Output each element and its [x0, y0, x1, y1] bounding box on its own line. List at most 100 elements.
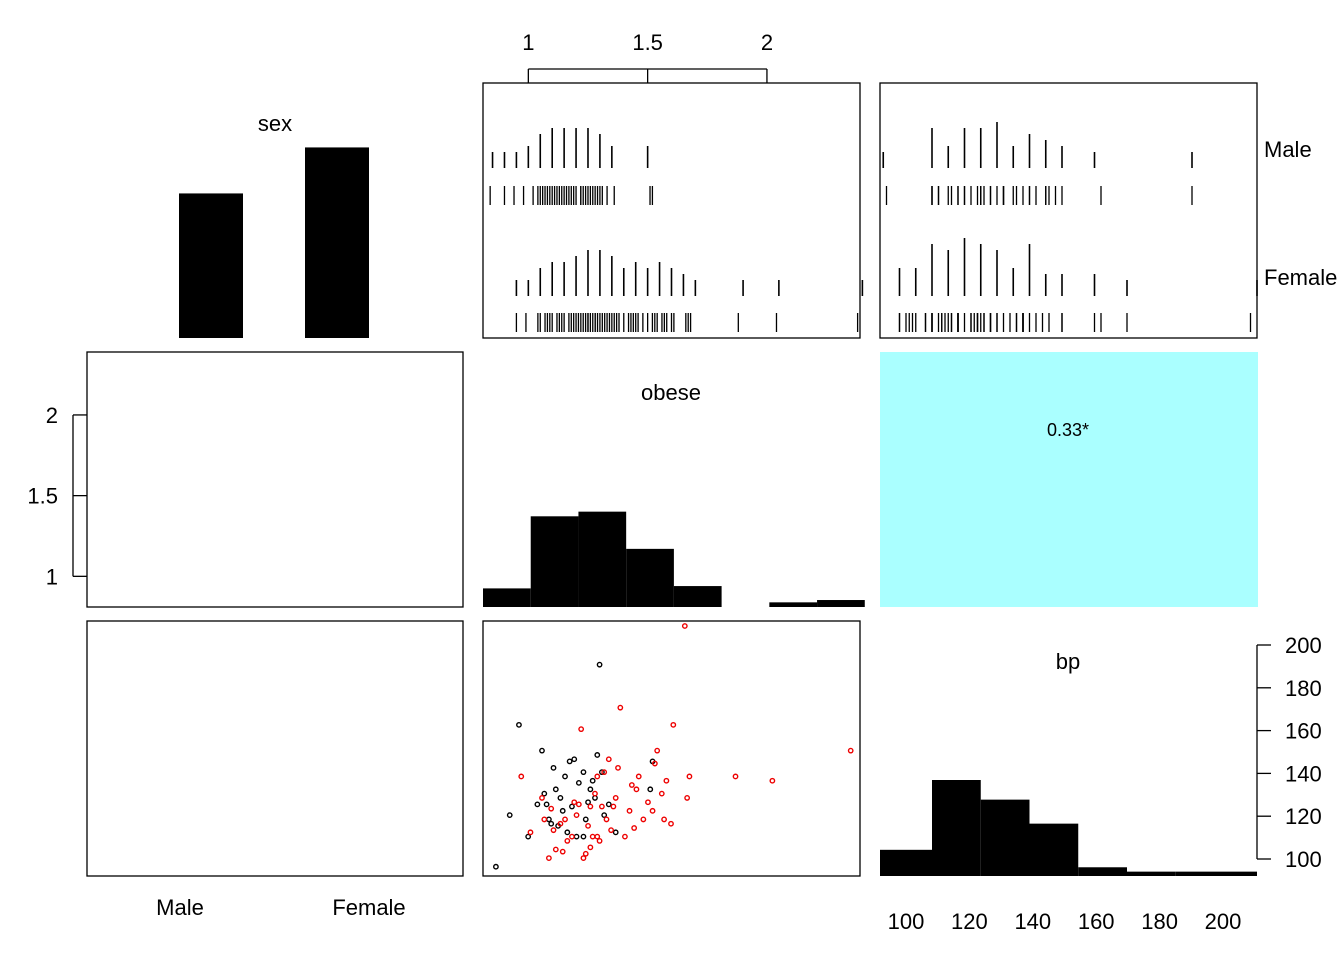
bp-histogram [880, 780, 1257, 876]
scatter-point-female [557, 820, 564, 827]
scatter-point-male [598, 769, 605, 776]
scatter-point-male [506, 812, 513, 819]
scatter-point-male [566, 758, 573, 765]
bp-hist-bar [980, 799, 1030, 876]
tick-label: 120 [951, 909, 988, 934]
scatter-point-female [594, 773, 601, 780]
diag-label-sex: sex [258, 111, 292, 136]
bp-hist-bar [1078, 867, 1127, 876]
scatter-point-female [573, 812, 580, 819]
scatter-point-male [594, 752, 601, 758]
scatter-point-male [571, 756, 578, 763]
scatter-point-male [605, 801, 612, 808]
scatter-point-male [580, 833, 587, 840]
scatter-point-female [548, 805, 555, 812]
scatter-point-female [605, 756, 612, 763]
diag-label-bp: bp [1056, 649, 1080, 674]
scatter-point-male [516, 721, 522, 728]
bp-hist-bar [932, 780, 981, 876]
scatter-point-male [534, 801, 541, 808]
diag-label-obese: obese [641, 380, 701, 405]
obese-hist-bar [626, 548, 674, 607]
scatter-point-male [589, 777, 596, 784]
tick-label: 160 [1285, 719, 1322, 744]
scatter-point-female [651, 760, 658, 767]
scatter-point-female [518, 773, 525, 780]
scatter-point-female [601, 769, 608, 776]
scatter-point-female [587, 844, 594, 851]
panel-frame-r2-c1 [482, 620, 861, 877]
scatter-point-female [587, 803, 594, 810]
sex-bar-male [179, 193, 243, 338]
scatter-point-female [626, 807, 633, 814]
scatter-point-female [635, 773, 642, 780]
scatter-point-female [594, 833, 601, 840]
scatter-point-male [559, 807, 566, 814]
obese-hist-bar [578, 511, 627, 607]
obese-hist-bar [483, 588, 531, 607]
scatter-point-male [562, 773, 568, 780]
tick-label: 1.5 [632, 30, 663, 55]
scatter-point-female [580, 855, 587, 862]
tick-label: 100 [1285, 847, 1322, 872]
panel-frame-r0-c2 [879, 82, 1258, 339]
scatter-point-female [612, 795, 619, 801]
x-axis-label-male: Male [156, 895, 204, 920]
scatter-point-male [543, 801, 550, 808]
scatter-point-female [663, 777, 670, 784]
scatter-point-female [539, 795, 545, 801]
scatter-point-female [633, 786, 640, 793]
sex-bar-female [305, 147, 369, 338]
scatter-point-male [525, 833, 532, 840]
bp-axis-bottom: 100 120 140 160 180 200 [888, 909, 1242, 934]
correlation-panel [880, 352, 1258, 607]
scatter-point-male [575, 779, 582, 786]
scatter-point-male [548, 820, 555, 827]
scatter-point-male [557, 795, 564, 801]
scatter-point-male [587, 786, 594, 793]
correlation-value: 0.33* [1047, 420, 1089, 440]
scatter-point-female [564, 838, 571, 844]
tick-label: 140 [1285, 761, 1322, 786]
scatter-point-female [545, 855, 552, 862]
bp-hist-bar [1127, 871, 1176, 876]
scatter-point-female [732, 773, 739, 780]
scatter-point-female [686, 773, 693, 780]
tick-label: 1 [46, 564, 58, 589]
scatter-point-female [847, 747, 854, 754]
tick-label: 200 [1285, 633, 1322, 658]
scatter-point-female [684, 795, 691, 801]
scatter-point-female [578, 726, 585, 733]
tick-label: 1.5 [27, 484, 58, 509]
scatter-point-female [541, 816, 548, 823]
scatter-point-female [628, 782, 635, 788]
panel-frame-r0-c1 [482, 82, 861, 339]
scatter-point-male [573, 833, 580, 840]
bp-hist-bar [880, 849, 932, 876]
tick-label: 2 [761, 30, 773, 55]
scatter-point-male [601, 812, 608, 819]
scatter-point-female [654, 747, 661, 754]
scatter-point-female [592, 790, 598, 797]
panel-frame-r1-c0 [86, 351, 464, 608]
scatter-point-male [552, 786, 559, 793]
scatter-point-male [647, 786, 654, 793]
scatter-point-female [658, 790, 665, 797]
scatter-point-male [580, 769, 587, 776]
scatter-point-male [582, 816, 589, 823]
scatter-point-female [589, 833, 596, 840]
scatter-point-female [640, 816, 647, 823]
scatter-point-female [681, 623, 688, 629]
scatter-point-male [569, 803, 575, 810]
strip-label-female: Female [1264, 265, 1337, 290]
scatter-point-female [610, 803, 617, 810]
scatter-point-female [562, 816, 568, 823]
bp-hist-bar [1224, 871, 1257, 876]
scatter-point-female [645, 799, 651, 806]
scatter-point-male [539, 747, 545, 754]
strip-bp-by-sex [882, 122, 1258, 332]
obese-hist-bar [769, 602, 818, 607]
obese-hist-bar [530, 516, 579, 607]
obese-hist-bar [817, 600, 865, 607]
